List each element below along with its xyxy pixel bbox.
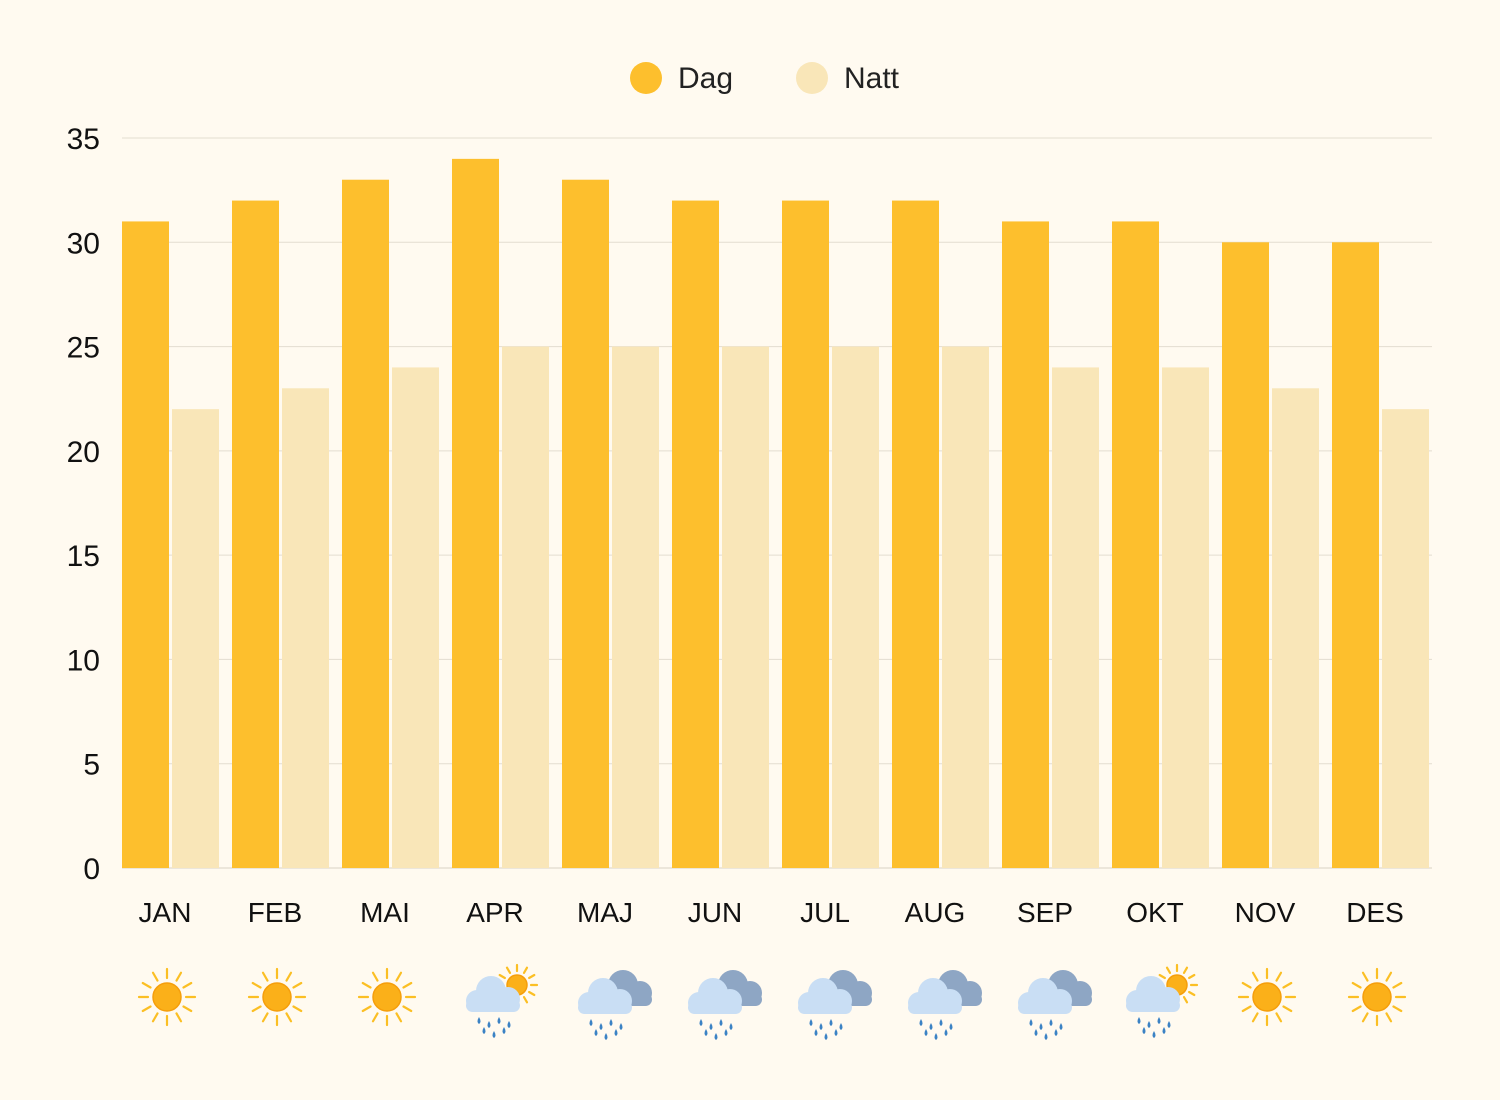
x-tick-label: NOV bbox=[1235, 897, 1296, 928]
legend-label-dag: Dag bbox=[678, 62, 733, 95]
x-tick-label: MAI bbox=[360, 897, 410, 928]
sun-icon bbox=[247, 967, 307, 1027]
bar-dag-mai bbox=[342, 179, 389, 868]
y-tick-label: 0 bbox=[83, 853, 100, 886]
cloud-icon bbox=[1018, 978, 1072, 1014]
cloud-icon bbox=[688, 978, 742, 1014]
y-tick-label: 5 bbox=[83, 749, 100, 782]
y-axis: 0 5 10 15 20 25 30 35 bbox=[67, 123, 100, 886]
sun-icon bbox=[1347, 967, 1407, 1027]
bar-dag-maj bbox=[562, 179, 609, 868]
bar-natt-maj bbox=[612, 346, 659, 869]
rain-cloud-icon bbox=[1018, 970, 1092, 1040]
cloud-icon bbox=[908, 978, 962, 1014]
x-tick-label: FEB bbox=[248, 897, 302, 928]
raindrops-icon bbox=[1029, 1019, 1063, 1040]
x-tick-label: AUG bbox=[905, 897, 966, 928]
bar-dag-aug bbox=[892, 200, 939, 869]
rain-cloud-icon bbox=[688, 970, 762, 1040]
x-tick-label: JUN bbox=[688, 897, 742, 928]
legend-swatch-dag bbox=[630, 62, 662, 94]
x-tick-label: MAJ bbox=[577, 897, 633, 928]
x-tick-label: APR bbox=[466, 897, 524, 928]
cloud-icon bbox=[798, 978, 852, 1014]
bar-dag-apr bbox=[452, 158, 499, 868]
bar-dag-okt bbox=[1112, 221, 1159, 868]
bar-natt-jan bbox=[172, 409, 219, 868]
bar-natt-feb bbox=[282, 388, 329, 868]
y-tick-label: 15 bbox=[67, 540, 100, 573]
sun-icon bbox=[1237, 967, 1297, 1027]
x-tick-label: JAN bbox=[139, 897, 192, 928]
bar-dag-jan bbox=[122, 221, 169, 868]
x-tick-label: SEP bbox=[1017, 897, 1073, 928]
x-tick-label: DES bbox=[1346, 897, 1404, 928]
bar-natt-jun bbox=[722, 346, 769, 869]
x-axis: JAN FEB MAI APR MAJ JUN JUL AUG SEP OKT NOV DES bbox=[139, 897, 1404, 928]
y-tick-label: 35 bbox=[67, 123, 100, 156]
bar-natt-nov bbox=[1272, 388, 1319, 868]
bar-natt-jul bbox=[832, 346, 879, 869]
bar-dag-sep bbox=[1002, 221, 1049, 868]
sun-icon bbox=[1237, 967, 1297, 1027]
sun-icon bbox=[357, 967, 417, 1027]
bar-dag-jun bbox=[672, 200, 719, 869]
bar-natt-sep bbox=[1052, 367, 1099, 868]
rain-cloud-icon bbox=[908, 970, 982, 1040]
rain-cloud-sun-icon bbox=[1126, 963, 1199, 1038]
x-tick-label: OKT bbox=[1126, 897, 1184, 928]
bar-natt-apr bbox=[502, 346, 549, 869]
weather-icons bbox=[137, 963, 1407, 1040]
legend-swatch-natt bbox=[796, 62, 828, 94]
bar-natt-des bbox=[1382, 409, 1429, 868]
bar-dag-nov bbox=[1222, 242, 1269, 869]
y-tick-label: 30 bbox=[67, 227, 100, 260]
sun-icon bbox=[137, 967, 197, 1027]
sun-icon bbox=[357, 967, 417, 1027]
y-tick-label: 20 bbox=[67, 436, 100, 469]
raindrops-icon bbox=[1137, 1017, 1171, 1038]
cloud-icon bbox=[466, 976, 520, 1012]
legend: Dag Natt bbox=[630, 62, 900, 95]
legend-label-natt: Natt bbox=[844, 62, 900, 95]
rain-cloud-icon bbox=[798, 970, 872, 1040]
cloud-icon bbox=[1126, 976, 1180, 1012]
bar-natt-aug bbox=[942, 346, 989, 869]
y-tick-label: 10 bbox=[67, 644, 100, 677]
sun-icon bbox=[247, 967, 307, 1027]
bar-dag-jul bbox=[782, 200, 829, 869]
y-tick-label: 25 bbox=[67, 332, 100, 365]
bar-natt-okt bbox=[1162, 367, 1209, 868]
bar-natt-mai bbox=[392, 367, 439, 868]
sun-icon bbox=[137, 967, 197, 1027]
raindrops-icon bbox=[589, 1019, 623, 1040]
raindrops-icon bbox=[477, 1017, 511, 1038]
raindrops-icon bbox=[699, 1019, 733, 1040]
x-tick-label: JUL bbox=[800, 897, 850, 928]
cloud-icon bbox=[578, 978, 632, 1014]
raindrops-icon bbox=[919, 1019, 953, 1040]
bar-dag-des bbox=[1332, 242, 1379, 869]
gridlines bbox=[122, 137, 1432, 869]
sun-icon bbox=[1347, 967, 1407, 1027]
raindrops-icon bbox=[809, 1019, 843, 1040]
rain-cloud-sun-icon bbox=[466, 963, 539, 1038]
bars bbox=[122, 158, 1429, 869]
bar-dag-feb bbox=[232, 200, 279, 869]
rain-cloud-icon bbox=[578, 970, 652, 1040]
